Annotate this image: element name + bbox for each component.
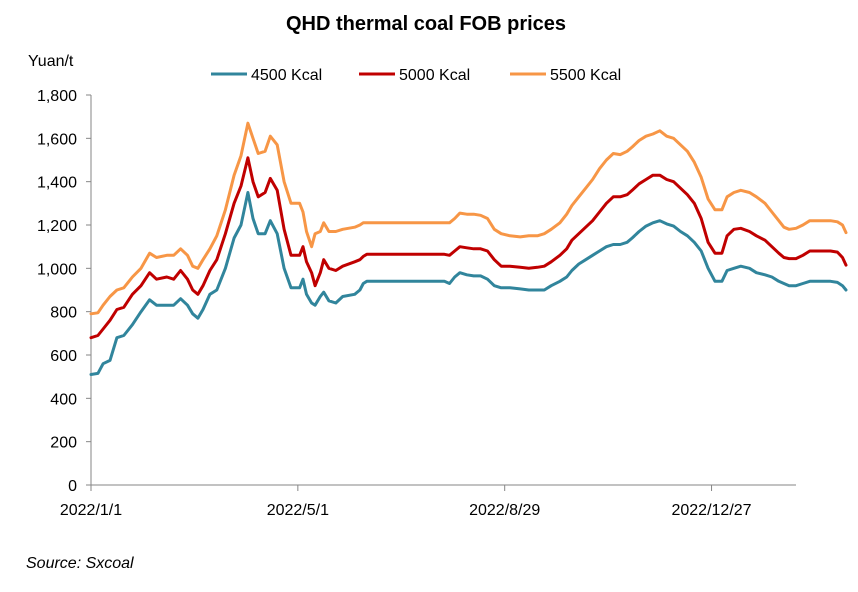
x-tick-label: 2022/1/1 — [60, 502, 122, 519]
y-tick-label: 0 — [68, 478, 77, 495]
x-tick-label: 2022/5/1 — [267, 502, 329, 519]
series-line-5000-kcal — [89, 156, 848, 340]
y-tick-label: 1,600 — [37, 131, 77, 148]
y-tick-label: 400 — [50, 391, 77, 408]
y-axis-label: Yuan/t — [28, 53, 74, 70]
y-tick-label: 1,200 — [37, 218, 77, 235]
x-tick-label: 2022/12/27 — [671, 502, 751, 519]
legend-label: 5000 Kcal — [399, 67, 470, 84]
series-line-5500-kcal — [89, 121, 848, 316]
y-tick-label: 1,800 — [37, 88, 77, 105]
legend-label: 5500 Kcal — [550, 67, 621, 84]
x-axis: 2022/1/1 2022/5/1 2022/8/29 2022/12/27 — [60, 484, 796, 519]
y-tick-label: 600 — [50, 348, 77, 365]
legend: 4500 Kcal 5000 Kcal 5500 Kcal — [211, 67, 621, 84]
x-tick-label: 2022/8/29 — [469, 502, 540, 519]
y-tick-label: 1,400 — [37, 175, 77, 192]
y-tick-label: 1,000 — [37, 261, 77, 278]
source-note: Source: Sxcoal — [26, 555, 134, 572]
plot-area — [89, 121, 848, 376]
y-tick-label: 800 — [50, 305, 77, 322]
series-line-4500-kcal — [89, 191, 848, 376]
chart-title: QHD thermal coal FOB prices — [286, 13, 566, 35]
legend-label: 4500 Kcal — [251, 67, 322, 84]
y-tick-label: 200 — [50, 435, 77, 452]
y-axis: 0 200 400 600 800 1,000 1,200 1,400 1,600 1,800 — [37, 88, 92, 495]
